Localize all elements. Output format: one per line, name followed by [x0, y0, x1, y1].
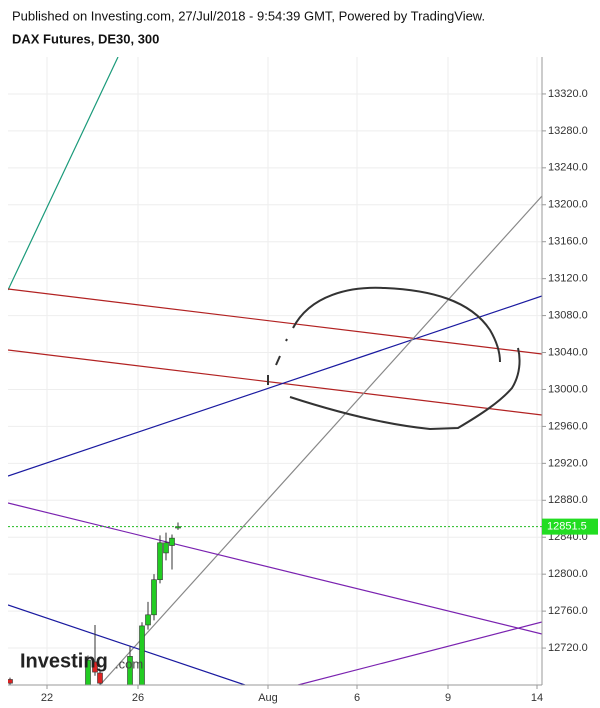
last-price-label: 12851.5	[547, 521, 587, 533]
grid	[8, 57, 542, 685]
candle-body	[97, 672, 103, 684]
trend-line	[297, 621, 542, 685]
x-tick-label: 26	[132, 692, 144, 704]
x-tick-label: Aug	[258, 692, 278, 704]
y-tick-label: 13160.0	[548, 236, 588, 248]
x-tick-label: 9	[445, 692, 451, 704]
y-tick-label: 13040.0	[548, 346, 588, 358]
y-tick-label: 12880.0	[548, 494, 588, 506]
trend-line	[8, 288, 542, 355]
trend-line	[99, 195, 542, 685]
candle-body	[127, 656, 133, 685]
y-tick-label: 12960.0	[548, 420, 588, 432]
trend-line	[8, 295, 542, 477]
y-tick-label: 13000.0	[548, 383, 588, 395]
candle-body	[151, 579, 157, 616]
y-tick-label: 12760.0	[548, 605, 588, 617]
trend-line	[8, 502, 542, 635]
symbol-title: DAX Futures, DE30, 300	[12, 31, 159, 46]
published-note: Published on Investing.com, 27/Jul/2018 …	[12, 8, 485, 23]
drawings	[8, 57, 542, 685]
hand-drawing	[267, 338, 288, 385]
y-tick-label: 13120.0	[548, 273, 588, 285]
y-tick-label: 13200.0	[548, 199, 588, 211]
y-tick-label: 12720.0	[548, 642, 588, 654]
x-tick-label: 22	[41, 692, 53, 704]
last-price-box	[542, 518, 598, 535]
y-tick-label: 13080.0	[548, 309, 588, 321]
x-tick-label: 14	[531, 692, 543, 704]
candle-body	[169, 537, 175, 546]
y-tick-label: 12800.0	[548, 568, 588, 580]
logo-suffix: .com	[115, 656, 143, 671]
logo-name: Investing	[20, 650, 108, 672]
hand-drawing	[289, 347, 521, 431]
candle-body	[157, 542, 163, 581]
candle-body	[8, 679, 13, 684]
candle-body	[163, 542, 169, 554]
x-tick-label: 6	[354, 692, 360, 704]
y-tick-label: 13240.0	[548, 162, 588, 174]
trend-line	[8, 57, 119, 291]
hand-drawing	[292, 286, 501, 363]
candle-body	[145, 614, 151, 626]
logo: Investing .com	[20, 650, 143, 672]
trend-line	[8, 349, 542, 416]
candle-body	[92, 661, 98, 673]
candle-body	[139, 625, 145, 685]
y-tick-label: 12920.0	[548, 457, 588, 469]
y-tick-label: 13320.0	[548, 88, 588, 100]
trend-line	[8, 604, 246, 685]
y-tick-label: 13280.0	[548, 125, 588, 137]
candles	[8, 522, 181, 685]
